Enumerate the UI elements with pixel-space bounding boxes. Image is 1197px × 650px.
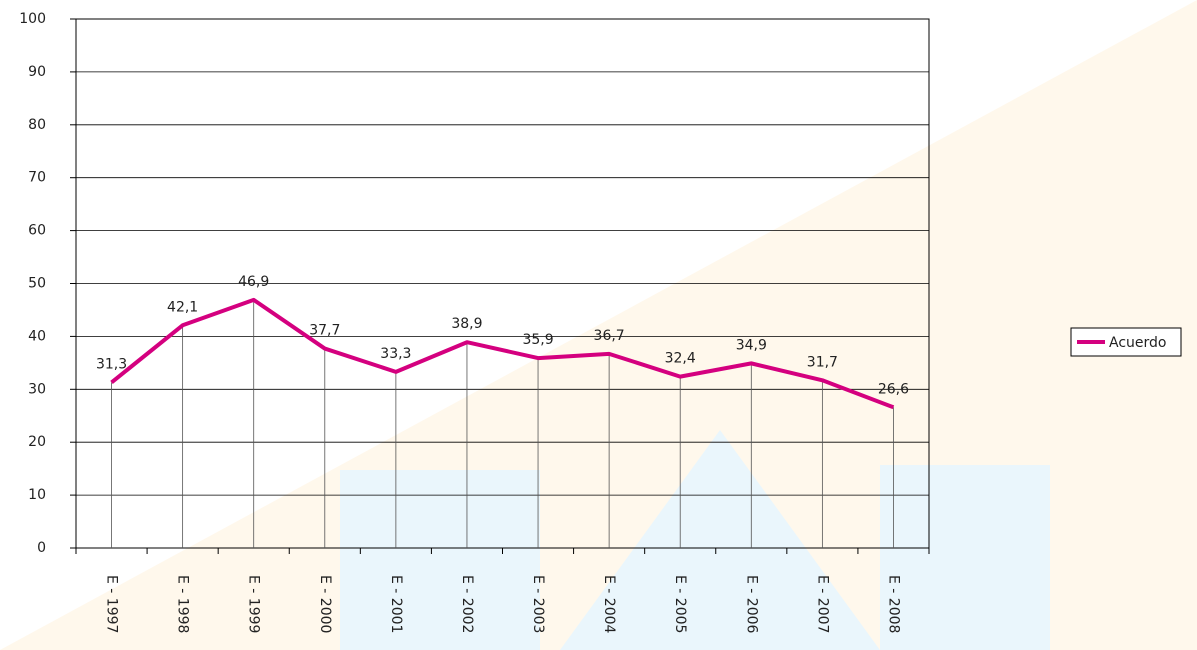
x-tick-label: E - 2001	[388, 575, 404, 633]
background-logo	[340, 430, 1050, 650]
x-tick-label: E - 2002	[459, 575, 475, 633]
data-label: 26,6	[878, 381, 909, 397]
data-label: 32,4	[665, 351, 696, 367]
legend-label: Acuerdo	[1109, 335, 1166, 351]
x-tick-label: E - 2000	[317, 575, 333, 633]
y-tick-label: 40	[28, 328, 46, 344]
data-label: 37,7	[309, 323, 340, 339]
data-label: 33,3	[380, 346, 411, 362]
y-tick-label: 30	[28, 381, 46, 397]
data-label: 42,1	[167, 299, 198, 315]
data-label: 34,9	[736, 337, 767, 353]
legend: Acuerdo	[1070, 327, 1182, 357]
data-label: 35,9	[522, 332, 553, 348]
x-tick-label: E - 1999	[246, 575, 262, 633]
x-tick-label: E - 2004	[601, 575, 617, 634]
data-label: 38,9	[451, 316, 482, 332]
x-tick-label: E - 2007	[814, 575, 830, 633]
x-tick-label: E - 2003	[530, 575, 546, 633]
y-tick-label: 10	[28, 487, 46, 503]
y-tick-label: 0	[37, 540, 46, 556]
x-tick-label: E - 2006	[743, 575, 759, 634]
y-tick-label: 70	[28, 170, 46, 186]
data-label: 36,7	[594, 328, 625, 344]
y-tick-label: 80	[28, 117, 46, 133]
y-tick-label: 90	[28, 64, 46, 80]
y-tick-label: 100	[19, 11, 46, 27]
data-label: 31,3	[96, 356, 127, 372]
data-label: 46,9	[238, 274, 269, 290]
y-tick-label: 20	[28, 434, 46, 450]
x-tick-label: E - 2005	[672, 575, 688, 633]
y-tick-label: 50	[28, 276, 46, 292]
x-tick-label: E - 1998	[175, 575, 191, 633]
data-line	[110, 297, 895, 410]
y-tick-label: 60	[28, 223, 46, 239]
x-tick-label: E - 2008	[885, 575, 901, 633]
data-label: 31,7	[807, 354, 838, 370]
x-tick-label: E - 1997	[104, 575, 120, 633]
